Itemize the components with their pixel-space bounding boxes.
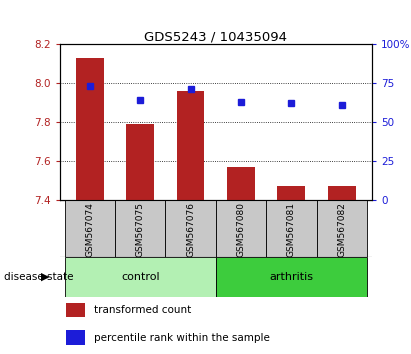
Text: percentile rank within the sample: percentile rank within the sample	[94, 332, 270, 343]
Bar	[316, 200, 367, 257]
Title: GDS5243 / 10435094: GDS5243 / 10435094	[144, 30, 287, 43]
Bar	[227, 167, 255, 200]
Bar	[266, 200, 316, 257]
Bar	[216, 200, 266, 257]
Text: GSM567074: GSM567074	[85, 202, 94, 257]
Bar	[65, 200, 115, 257]
Bar	[216, 257, 367, 297]
Text: GSM567075: GSM567075	[136, 202, 145, 257]
Bar	[115, 200, 165, 257]
Bar	[65, 257, 216, 297]
Text: disease state: disease state	[4, 272, 74, 282]
Bar	[66, 303, 85, 317]
Bar	[76, 58, 104, 200]
Bar	[277, 187, 305, 200]
Text: arthritis: arthritis	[269, 272, 313, 282]
Bar	[66, 330, 85, 345]
Bar	[126, 124, 154, 200]
Text: GSM567081: GSM567081	[287, 202, 296, 257]
Bar	[165, 200, 216, 257]
Text: ▶: ▶	[41, 272, 50, 282]
Text: GSM567076: GSM567076	[186, 202, 195, 257]
Text: GSM567080: GSM567080	[236, 202, 245, 257]
Bar	[177, 91, 204, 200]
Text: GSM567082: GSM567082	[337, 202, 346, 257]
Bar	[328, 187, 356, 200]
Text: transformed count: transformed count	[94, 305, 191, 315]
Text: control: control	[121, 272, 159, 282]
